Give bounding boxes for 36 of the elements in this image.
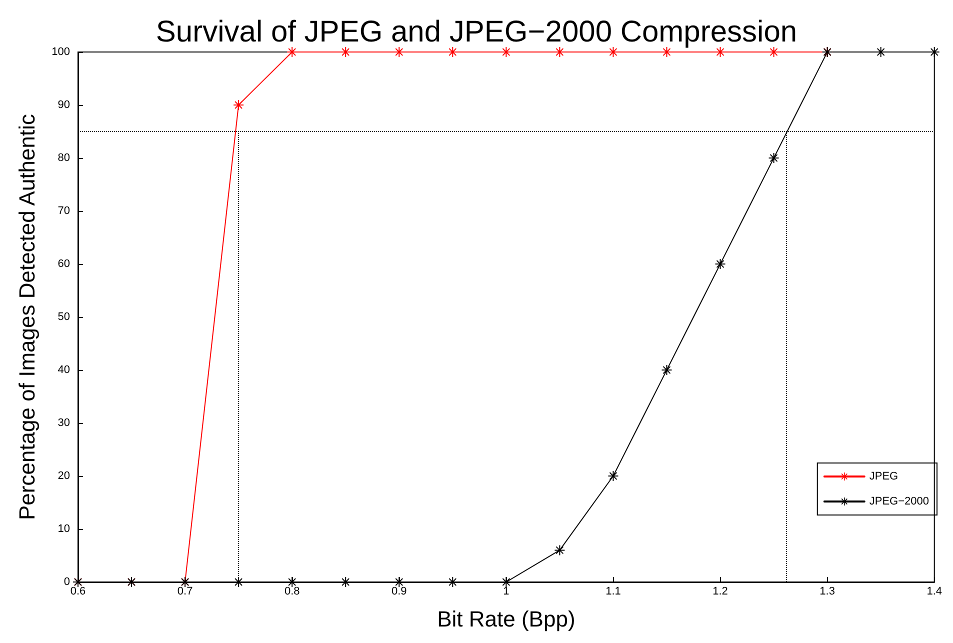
point (340, 577, 351, 587)
point (394, 577, 404, 587)
legend-label: JPEG (869, 470, 898, 482)
x-tick-label: 1.4 (926, 586, 942, 598)
x-tick-label: 0.8 (284, 586, 300, 598)
y-tick-label: 20 (58, 470, 70, 482)
legend-label: JPEG−2000 (869, 496, 929, 508)
y-tick-label: 40 (58, 364, 70, 376)
y-tick-label: 50 (58, 311, 70, 323)
point (287, 47, 298, 57)
y-tick-label: 100 (52, 46, 70, 58)
x-tick-label: 1 (503, 586, 510, 598)
point (340, 47, 351, 57)
x-tick-label: 0.7 (177, 586, 193, 598)
point (448, 47, 458, 57)
y-tick-label: 0 (64, 576, 70, 588)
x-tick-label: 1.3 (820, 586, 835, 598)
y-tick-label: 80 (58, 152, 70, 164)
y-tick-label: 90 (58, 99, 70, 111)
point (929, 47, 940, 57)
y-tick-label: 60 (58, 258, 70, 270)
x-axis-title: Bit Rate (Bpp) (437, 606, 576, 632)
chart-title: Survival of JPEG and JPEG−2000 Compression (156, 16, 798, 48)
y-tick-label: 10 (58, 523, 70, 535)
y-tick-label: 30 (58, 417, 70, 429)
point (234, 100, 244, 110)
y-axis-title: Percentage of Images Detected Authentic (14, 114, 40, 520)
x-tick-label: 0.6 (70, 586, 86, 598)
point (287, 577, 298, 587)
x-tick-label: 1.1 (606, 586, 621, 598)
x-tick-label: 0.9 (391, 586, 407, 598)
point (554, 545, 565, 556)
x-tick-label: 1.2 (712, 586, 728, 598)
point (394, 47, 404, 57)
y-tick-label: 70 (58, 205, 70, 217)
point (448, 577, 458, 587)
